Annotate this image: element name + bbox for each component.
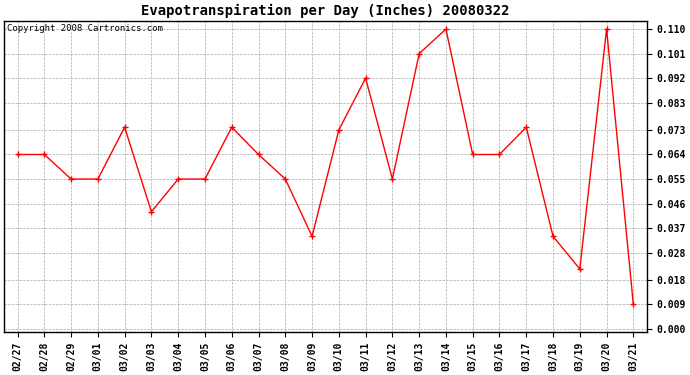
- Text: Copyright 2008 Cartronics.com: Copyright 2008 Cartronics.com: [8, 24, 164, 33]
- Title: Evapotranspiration per Day (Inches) 20080322: Evapotranspiration per Day (Inches) 2008…: [141, 4, 510, 18]
